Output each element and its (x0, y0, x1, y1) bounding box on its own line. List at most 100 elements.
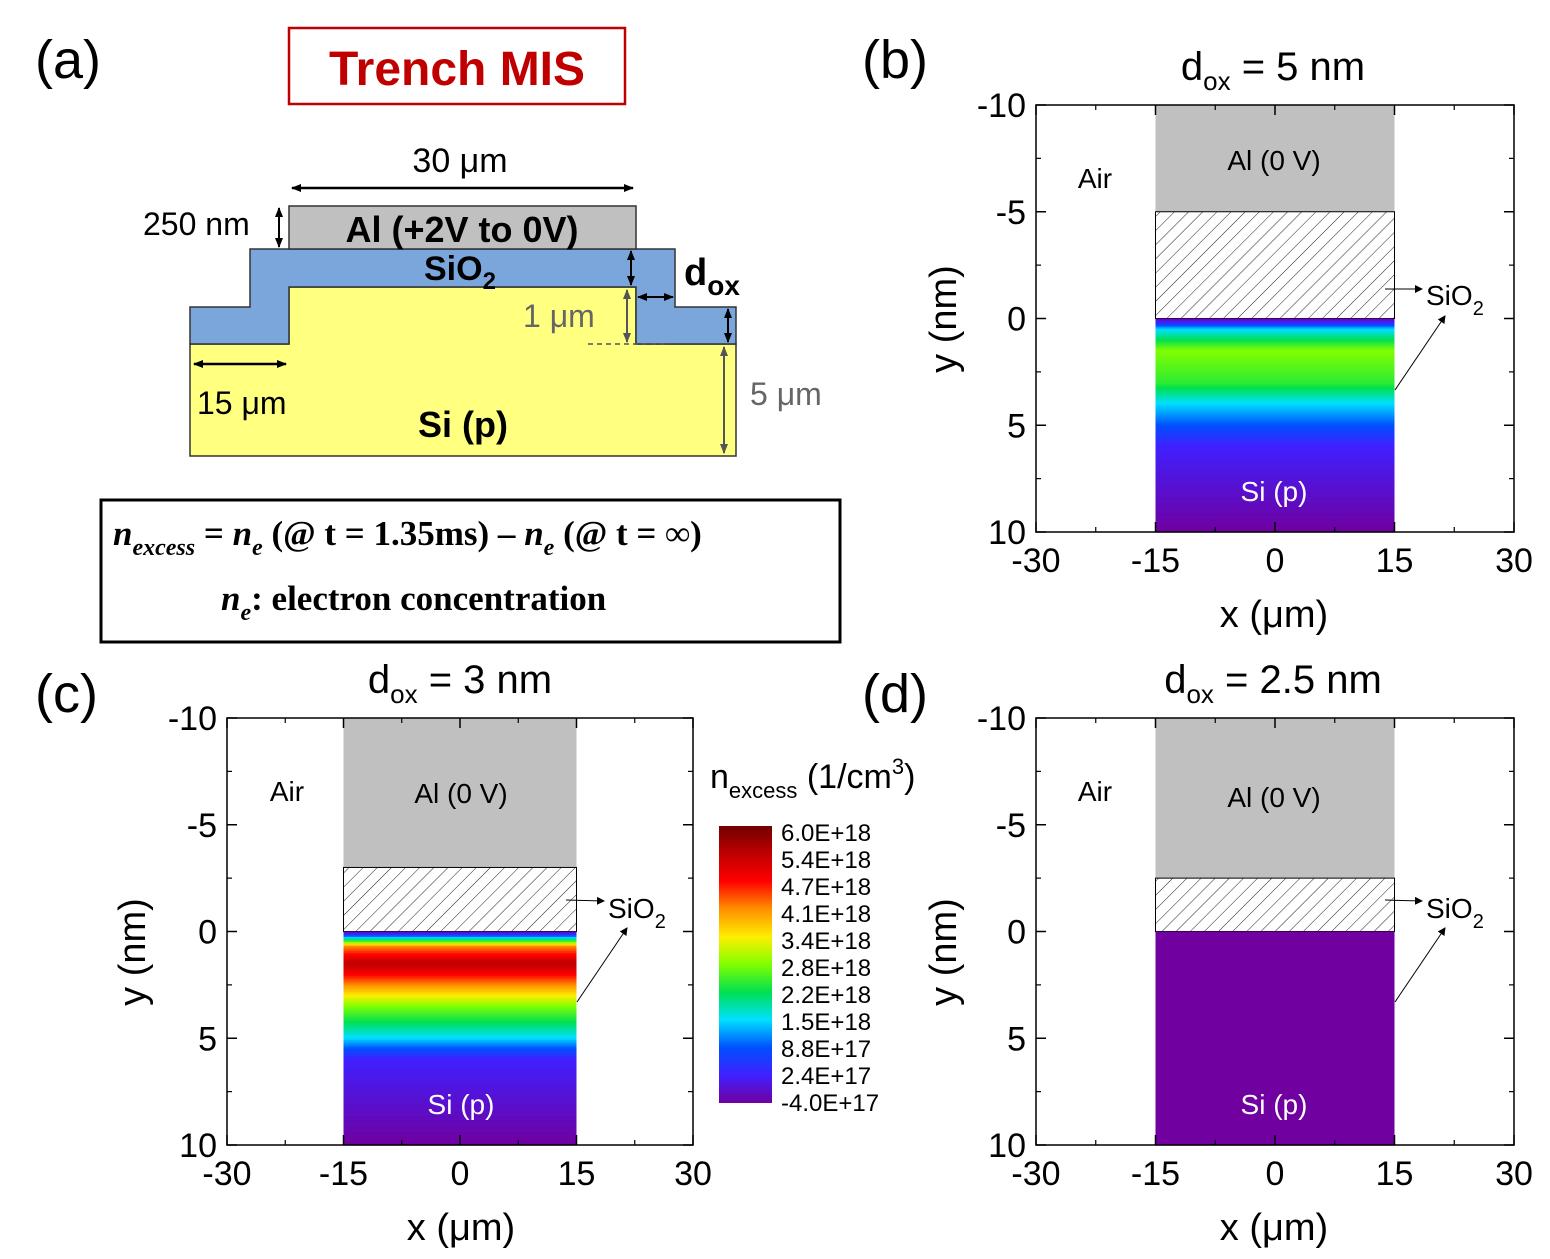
width-label: 30 μm (412, 142, 507, 180)
si-heat-strip (1155, 1127, 1395, 1130)
si-heat-strip (1155, 329, 1395, 332)
si-heat-strip (1155, 496, 1395, 499)
si-heat-strip (1155, 366, 1395, 369)
si-heat-strip (1155, 437, 1395, 441)
interface-pointer-d (1394, 927, 1446, 1003)
si-heat-strip (343, 1089, 577, 1093)
si-heat-strip (1155, 1107, 1395, 1111)
si-heat-strip (1155, 418, 1395, 421)
panel-a-label: (a) (35, 30, 101, 90)
si-heat-strip (343, 995, 577, 998)
si-heat-strip (343, 1127, 577, 1130)
si-heat-strip (1155, 1061, 1395, 1064)
si-heat-strip (1155, 341, 1395, 345)
si-heat-strip (343, 959, 577, 963)
si-heat-strip (1155, 359, 1395, 362)
si-heat-strip (1155, 970, 1395, 974)
si-heat-strip (343, 1002, 577, 1006)
si-heat-strip (343, 1073, 577, 1077)
si-heat-strip (343, 1018, 577, 1022)
si-heat-strip (1155, 370, 1395, 373)
panel-d: (d) dox = 2.5 nm -30 -15 0 15 30 -10 -5 0 5 10 Ai… (862, 658, 1533, 1249)
si-heat-strip (1155, 1029, 1395, 1032)
si-heat-strip (343, 935, 577, 938)
si-heat-strip (1155, 1020, 1395, 1023)
x-tick-label: 15 (1376, 542, 1414, 580)
si-heat-strip (1155, 933, 1395, 936)
si-heat-strip (1155, 338, 1395, 341)
si-heat-strip (1155, 940, 1395, 943)
equation-box (99, 498, 842, 644)
si-heat-strip (343, 952, 577, 956)
si-heat-strip (343, 1070, 577, 1073)
si-heat-strip (343, 1024, 577, 1027)
si-heat-strip (1155, 974, 1395, 977)
panel-a: (a) Trench MIS Al (+2V to 0V) SiO2 Si (p… (35, 26, 842, 644)
si-heat-strip (343, 1056, 577, 1059)
si-heat-strip (1155, 473, 1395, 476)
si-heat-strip (1155, 951, 1395, 954)
sio2-label-c: SiO2 (608, 893, 666, 933)
si-heat-strip (1155, 1031, 1395, 1034)
si-heat-strip (1155, 1016, 1395, 1020)
si-heat-strip (1155, 355, 1395, 359)
si-heat-strip (1155, 1082, 1395, 1086)
si-heat-strip (1155, 443, 1395, 446)
x-tick-label: 15 (1376, 1155, 1414, 1193)
si-heat-strip (1155, 350, 1395, 353)
al-label-b: Al (0 V) (1227, 145, 1320, 176)
y-tick-label: 0 (1007, 914, 1026, 952)
sio2-pointer-c (565, 896, 605, 905)
si-heat-strip (1155, 1079, 1395, 1082)
si-heat-strip (1155, 448, 1395, 451)
ylabel-b: y (nm) (923, 265, 965, 373)
si-heat-strip (343, 951, 577, 954)
si-heat-strip (1155, 320, 1395, 323)
si-depth-label: 5 μm (750, 376, 822, 412)
si-heat-strip (343, 1027, 577, 1030)
y-tick-label: -10 (977, 87, 1026, 125)
title-box (287, 26, 627, 106)
si-heat-strip (1155, 1123, 1395, 1127)
si-heat-strip (1155, 1056, 1395, 1059)
si-heat-strip (343, 967, 577, 970)
si-heat-strip (343, 938, 577, 941)
si-heat-strip (343, 968, 577, 972)
si-heat-strip (1155, 459, 1395, 462)
air-label-c: Air (270, 776, 304, 807)
si-heat-strip (343, 945, 577, 949)
si-heat-strip (1155, 393, 1395, 396)
si-heat-strip (1155, 997, 1395, 1000)
si-heat-strip (1155, 1073, 1395, 1077)
si-heat-strip (1155, 943, 1395, 947)
si-heat-strip (1155, 491, 1395, 494)
si-heat-strip (343, 1121, 577, 1125)
si-heat-strip (343, 1109, 577, 1112)
al-thickness-label: 250 nm (143, 206, 250, 242)
si-heat-strip (343, 1004, 577, 1007)
si-heat-strip (1155, 993, 1395, 997)
si-heat-strip (1155, 1093, 1395, 1096)
si-heat-strip (1155, 373, 1395, 377)
si-heat-strip (1155, 339, 1395, 343)
si-heat-strip (1155, 968, 1395, 972)
si-heat-strip (343, 1064, 577, 1068)
si-heat-strip (1155, 1054, 1395, 1057)
si-heat-strip (1155, 1066, 1395, 1070)
equation-definition: ne: electron concentration (221, 579, 606, 626)
si-heat-strip (343, 1054, 577, 1057)
si-heat-strip (1155, 1063, 1395, 1066)
si-heat-strip (1155, 1059, 1395, 1062)
si-heat-strip (1155, 407, 1395, 410)
si-heat-strip (1155, 952, 1395, 956)
x-tick-label: 0 (1266, 542, 1285, 580)
si-heat-strip (1155, 389, 1395, 393)
si-label-b: Si (p) (1241, 476, 1308, 507)
si-heat-strip (343, 1000, 577, 1004)
y-tick-label: 0 (1007, 301, 1026, 339)
si-heat-strip (1155, 471, 1395, 474)
si-heat-strip (1155, 959, 1395, 963)
si-heat-strip (343, 1066, 577, 1070)
si-heat-strip (343, 975, 577, 979)
si-heat-strip (1155, 345, 1395, 348)
